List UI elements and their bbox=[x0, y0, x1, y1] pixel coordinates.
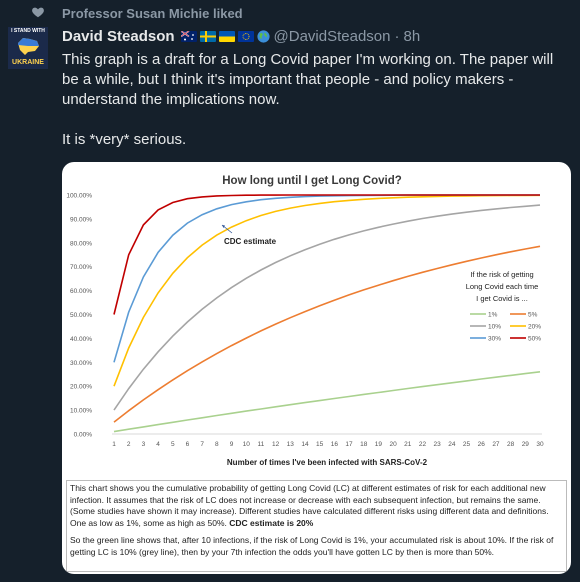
x-tick-label: 19 bbox=[375, 441, 383, 448]
x-tick-label: 3 bbox=[142, 441, 146, 448]
x-tick-label: 21 bbox=[404, 441, 412, 448]
series-line-10pct bbox=[113, 204, 541, 411]
tweet-text: This graph is a draft for a Long Covid p… bbox=[62, 50, 567, 170]
x-tick-label: 11 bbox=[258, 441, 265, 448]
series-line-1pct bbox=[113, 371, 541, 433]
tweet-paragraph-1: This graph is a draft for a Long Covid p… bbox=[62, 51, 554, 108]
x-tick-label: 16 bbox=[331, 441, 339, 448]
series-line-5pct bbox=[113, 245, 541, 423]
caption-p1-text: This chart shows you the cumulative prob… bbox=[70, 483, 549, 528]
x-tick-label: 2 bbox=[127, 441, 131, 448]
social-context[interactable]: Professor Susan Michie liked bbox=[62, 3, 243, 23]
liked-text[interactable]: Professor Susan Michie liked bbox=[62, 5, 243, 21]
legend-label: 5% bbox=[528, 312, 538, 319]
ukraine-flag-icon bbox=[218, 30, 235, 42]
author-row: David Steadson @DavidSteadson · 8h bbox=[62, 26, 420, 46]
cumulative-risk-chart: How long until I get Long Covid? 0.00% 10… bbox=[66, 175, 544, 467]
x-tick-label: 22 bbox=[419, 441, 427, 448]
tweet-media-image[interactable]: How long until I get Long Covid? 0.00% 10… bbox=[62, 162, 571, 574]
cdc-annotation: CDC estimate bbox=[224, 237, 277, 246]
legend-title-line-2: Long Covid each time bbox=[466, 282, 539, 291]
ukraine-map-icon bbox=[18, 38, 39, 55]
y-tick-label: 90.00% bbox=[70, 216, 92, 223]
y-tick-label: 40.00% bbox=[70, 336, 92, 343]
x-tick-label: 15 bbox=[316, 441, 324, 448]
x-tick-label: 1 bbox=[112, 441, 116, 448]
caption-paragraph-1: This chart shows you the cumulative prob… bbox=[70, 483, 563, 529]
avatar[interactable]: I STAND WITH UKRAINE bbox=[8, 27, 48, 69]
x-tick-label: 18 bbox=[360, 441, 368, 448]
x-tick-label: 8 bbox=[215, 441, 219, 448]
series-line-20pct bbox=[113, 194, 541, 387]
y-tick-label: 70.00% bbox=[70, 264, 92, 271]
x-tick-label: 27 bbox=[492, 441, 500, 448]
x-tick-label: 14 bbox=[301, 441, 309, 448]
legend-title-line-1: If the risk of getting bbox=[470, 270, 533, 279]
cdc-arrowhead-icon bbox=[222, 225, 225, 228]
x-tick-label: 23 bbox=[434, 441, 442, 448]
x-tick-label: 28 bbox=[507, 441, 515, 448]
heart-icon bbox=[32, 7, 44, 18]
legend-label: 20% bbox=[528, 324, 541, 331]
chart-legend: If the risk of getting Long Covid each t… bbox=[466, 270, 542, 343]
globe-icon bbox=[256, 29, 270, 43]
x-tick-label: 6 bbox=[186, 441, 190, 448]
legend-label: 30% bbox=[488, 336, 501, 343]
x-tick-label: 24 bbox=[448, 441, 456, 448]
x-tick-label: 10 bbox=[243, 441, 251, 448]
x-tick-label: 4 bbox=[156, 441, 160, 448]
legend-label: 50% bbox=[528, 336, 541, 343]
x-tick-label: 20 bbox=[389, 441, 397, 448]
caption-paragraph-2: So the green line shows that, after 10 i… bbox=[70, 535, 554, 557]
x-tick-label: 17 bbox=[345, 441, 353, 448]
avatar-top-text: I STAND WITH bbox=[11, 28, 45, 34]
y-tick-label: 30.00% bbox=[70, 360, 92, 367]
y-tick-label: 0.00% bbox=[74, 432, 93, 439]
legend-title-line-3: I get Covid is ... bbox=[476, 294, 528, 303]
y-tick-label: 80.00% bbox=[70, 240, 92, 247]
y-tick-label: 20.00% bbox=[70, 384, 92, 391]
x-tick-label: 30 bbox=[536, 441, 544, 448]
australia-flag-icon bbox=[180, 30, 197, 42]
x-tick-label: 7 bbox=[200, 441, 204, 448]
separator-dot: · bbox=[394, 27, 400, 45]
series-line-50pct bbox=[113, 194, 540, 315]
x-tick-label: 29 bbox=[522, 441, 530, 448]
y-tick-label: 50.00% bbox=[70, 312, 92, 319]
y-tick-label: 60.00% bbox=[70, 288, 92, 295]
author-handle[interactable]: @DavidSteadson bbox=[273, 27, 391, 45]
y-tick-label: 10.00% bbox=[70, 408, 92, 415]
avatar-bottom-text: UKRAINE bbox=[12, 59, 44, 66]
x-tick-label: 12 bbox=[272, 441, 280, 448]
author-name[interactable]: David Steadson bbox=[62, 27, 175, 45]
eu-flag-icon bbox=[237, 30, 254, 42]
x-axis-label: Number of times I've been infected with … bbox=[227, 458, 428, 467]
tweet-time[interactable]: 8h bbox=[403, 27, 421, 45]
name-emoji-flags bbox=[180, 29, 270, 43]
legend-label: 1% bbox=[488, 312, 498, 319]
x-tick-label: 26 bbox=[478, 441, 486, 448]
x-tick-label: 25 bbox=[463, 441, 471, 448]
tweet-paragraph-2: It is *very* serious. bbox=[62, 131, 187, 148]
x-tick-label: 13 bbox=[287, 441, 295, 448]
sweden-flag-icon bbox=[199, 30, 216, 42]
y-tick-label: 100.00% bbox=[66, 193, 92, 200]
caption-p1-bold: CDC estimate is 20% bbox=[229, 517, 314, 528]
chart-title: How long until I get Long Covid? bbox=[222, 175, 402, 187]
x-tick-label: 5 bbox=[171, 441, 175, 448]
legend-label: 10% bbox=[488, 324, 501, 331]
chart-caption: This chart shows you the cumulative prob… bbox=[66, 480, 567, 572]
x-tick-label: 9 bbox=[230, 441, 234, 448]
